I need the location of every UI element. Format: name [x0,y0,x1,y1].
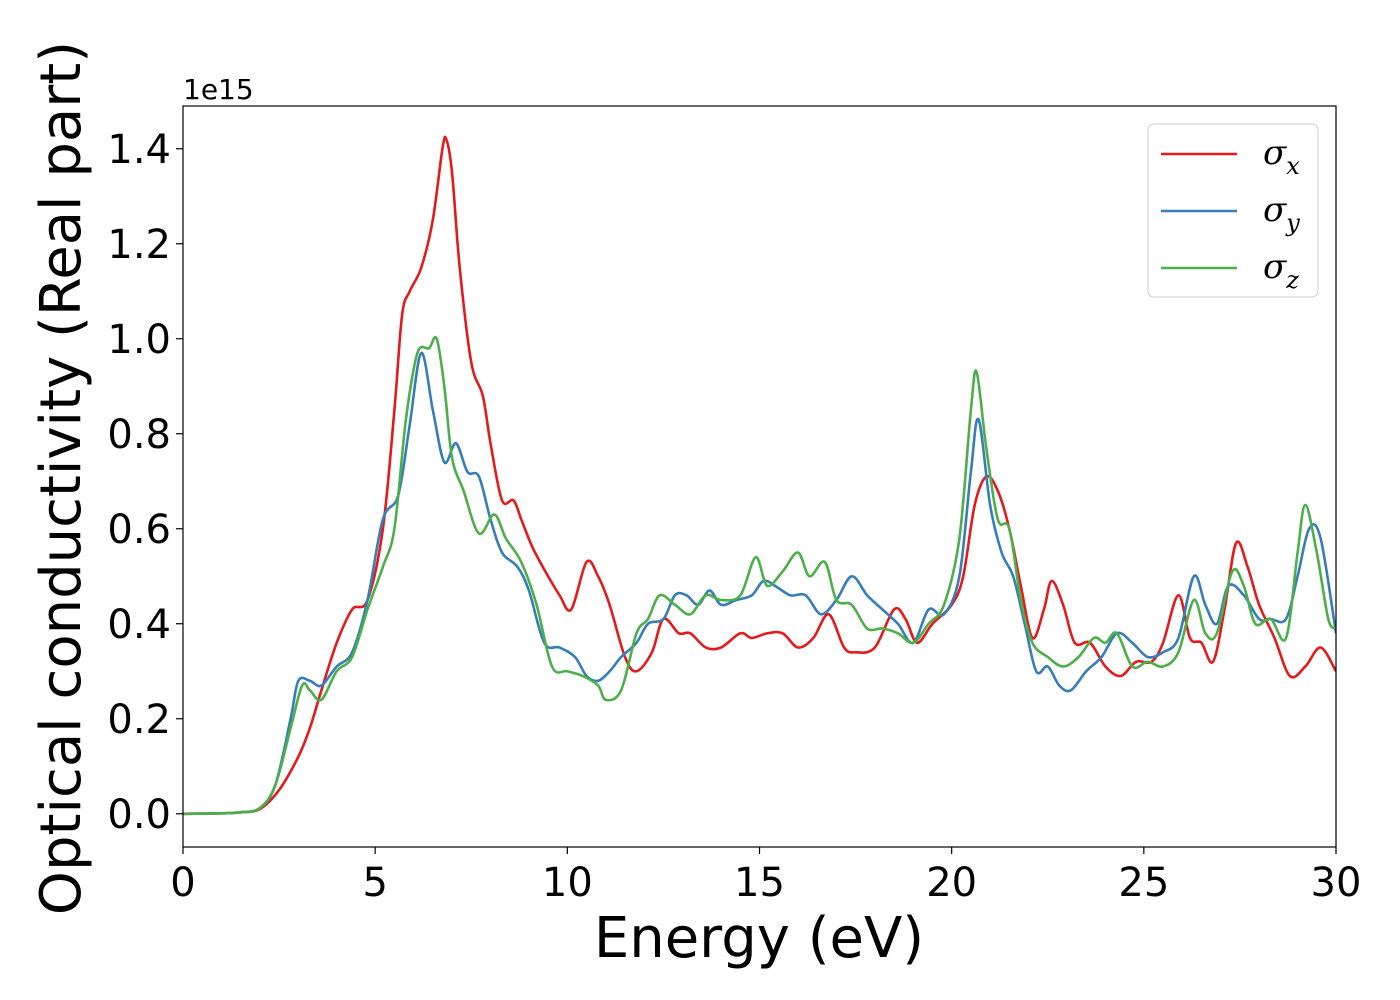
x-tick-label: 20 [926,860,977,906]
x-tick-label: 15 [734,860,785,906]
x-tick-label: 5 [362,860,387,906]
y-offset-text: 1e15 [183,73,254,106]
y-tick-label: 0.4 [107,602,171,648]
y-tick-label: 0.6 [107,507,171,553]
y-tick-label: 1.2 [107,222,171,268]
y-axis: 0.0 0.2 0.4 0.6 0.8 1.0 1.2 1.4 [107,127,183,838]
y-tick-label: 0.8 [107,412,171,458]
x-axis-title: Energy (eV) [594,906,924,971]
x-tick-label: 30 [1311,860,1362,906]
x-tick-label: 0 [170,860,195,906]
x-tick-label: 10 [542,860,593,906]
x-tick-label: 25 [1118,860,1169,906]
y-tick-label: 1.0 [107,317,171,363]
x-axis: 0 5 10 15 20 25 30 [170,847,1361,906]
series-layer [183,135,1336,816]
y-tick-label: 0.2 [107,697,171,743]
series-line-y [183,351,1336,816]
y-tick-label: 1.4 [107,127,171,173]
y-tick-label: 0.0 [107,792,171,838]
series-line-z [183,335,1336,816]
y-axis-title: Optical conductivity (Real part) [29,41,94,915]
